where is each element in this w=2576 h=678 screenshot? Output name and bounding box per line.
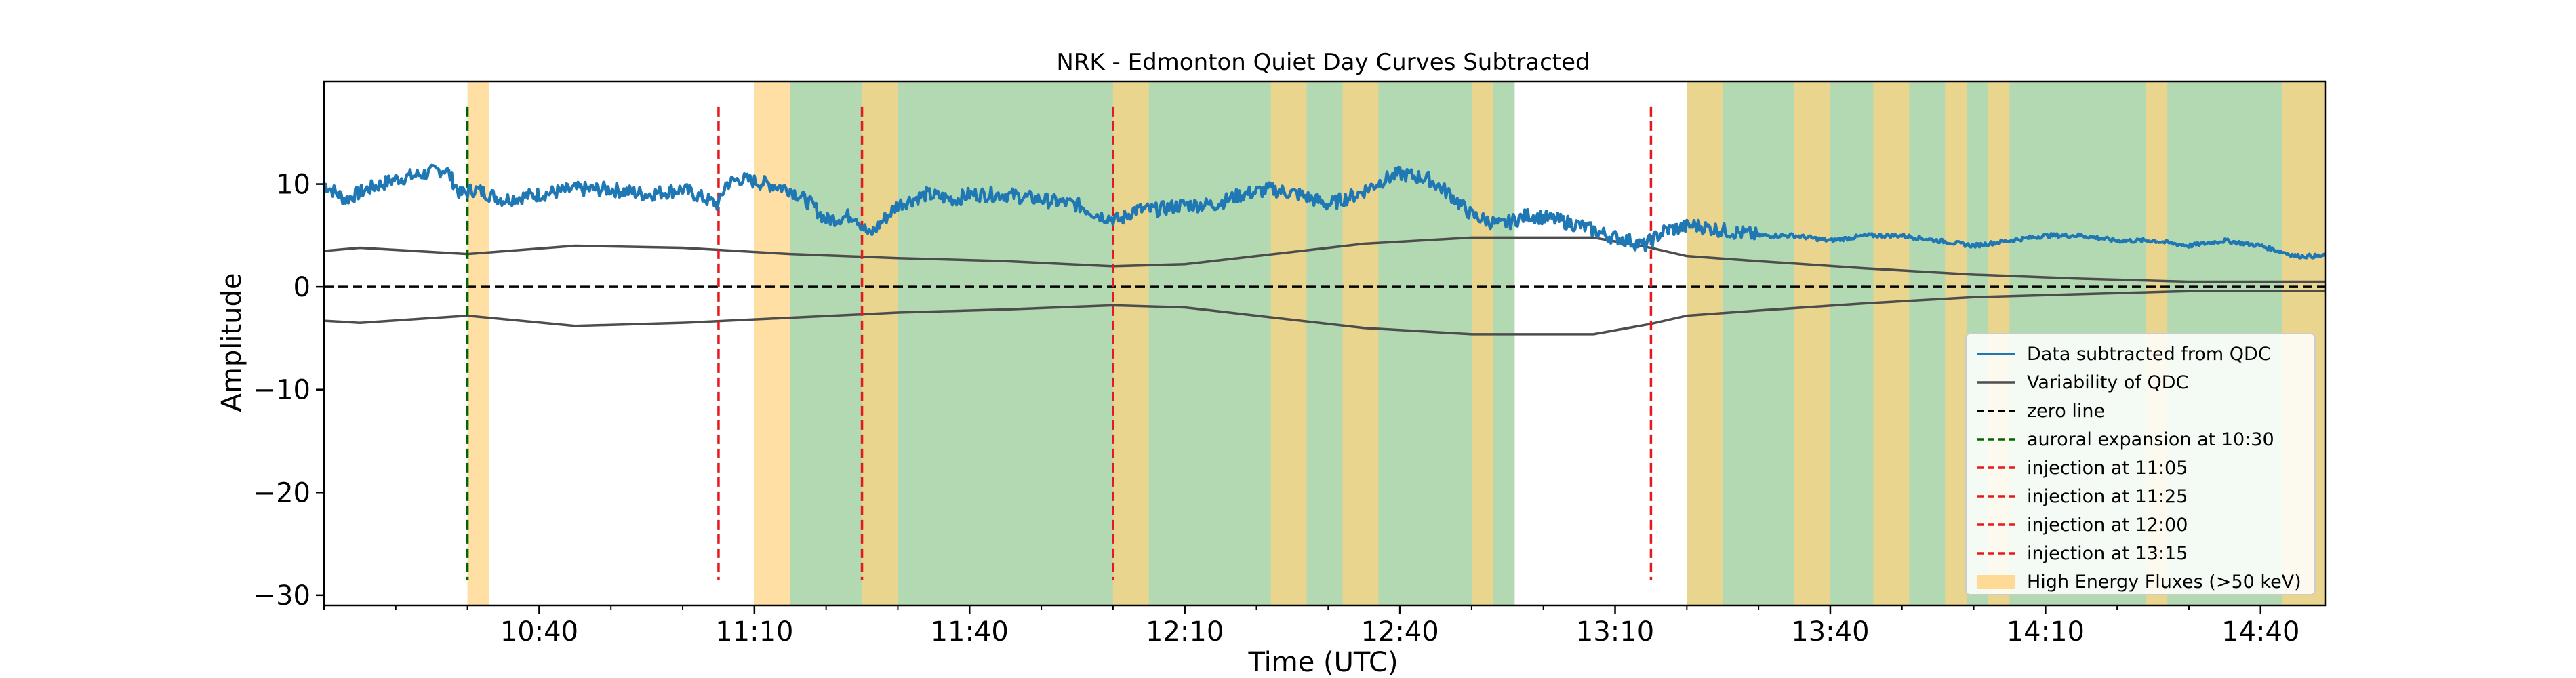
legend-entry-label: injection at 13:15 xyxy=(2027,543,2188,564)
high-energy-band-0 xyxy=(467,81,489,605)
legend-entry-label: injection at 12:00 xyxy=(2027,515,2188,536)
legend: Data subtracted from QDC Variability of Q… xyxy=(1965,333,2316,595)
legend-entry-label: Data subtracted from QDC xyxy=(2027,344,2271,365)
x-tick-label: 12:10 xyxy=(1146,616,1224,647)
y-tick-label: 0 xyxy=(294,272,310,303)
high-energy-band-4 xyxy=(1270,81,1307,605)
green-region-0 xyxy=(790,81,1515,605)
legend-entry-label: High Energy Fluxes (>50 keV) xyxy=(2027,572,2301,593)
high-energy-band-3 xyxy=(1112,81,1149,605)
legend-entry-label: injection at 11:25 xyxy=(2027,486,2188,507)
legend-box xyxy=(1965,333,2316,595)
high-energy-band-9 xyxy=(1873,81,1910,605)
high-energy-band-6 xyxy=(1471,81,1493,605)
variability-lower-line xyxy=(324,290,2325,336)
legend-entry-label: injection at 11:05 xyxy=(2027,458,2188,479)
y-tick-label: 10 xyxy=(276,170,310,201)
high-energy-band-1 xyxy=(754,81,790,605)
variability-upper-line xyxy=(324,236,2325,283)
x-tick-label: 11:40 xyxy=(931,616,1009,647)
x-tick-label: 14:10 xyxy=(2007,616,2085,647)
high-energy-band-5 xyxy=(1342,81,1379,605)
x-tick-label: 10:40 xyxy=(500,616,578,647)
x-tick-label: 13:40 xyxy=(1791,616,1869,647)
high-energy-band-8 xyxy=(1794,81,1830,605)
chart-title: NRK - Edmonton Quiet Day Curves Subtract… xyxy=(1056,49,1590,76)
legend-entry-label: Variability of QDC xyxy=(2027,372,2188,393)
y-tick-label: −10 xyxy=(254,375,310,406)
legend-entry-label: auroral expansion at 10:30 xyxy=(2027,429,2274,450)
x-tick-label: 11:10 xyxy=(715,616,793,647)
plot-frame xyxy=(323,80,2327,607)
x-tick-label: 14:40 xyxy=(2221,616,2299,647)
y-tick-label: −20 xyxy=(254,477,310,509)
y-tick-label: −30 xyxy=(254,580,310,612)
x-tick-label: 13:10 xyxy=(1576,616,1654,647)
high-energy-band-7 xyxy=(1687,81,1723,605)
high-energy-band-2 xyxy=(862,81,898,605)
legend-swatch xyxy=(1977,575,2015,589)
legend-entry-label: zero line xyxy=(2027,401,2105,422)
x-tick-label: 12:40 xyxy=(1361,616,1438,647)
high-energy-band-10 xyxy=(1945,81,1967,605)
y-axis-label: Amplitude xyxy=(216,273,247,412)
x-axis-label: Time (UTC) xyxy=(1247,647,1398,678)
data-series-line xyxy=(324,163,2325,260)
